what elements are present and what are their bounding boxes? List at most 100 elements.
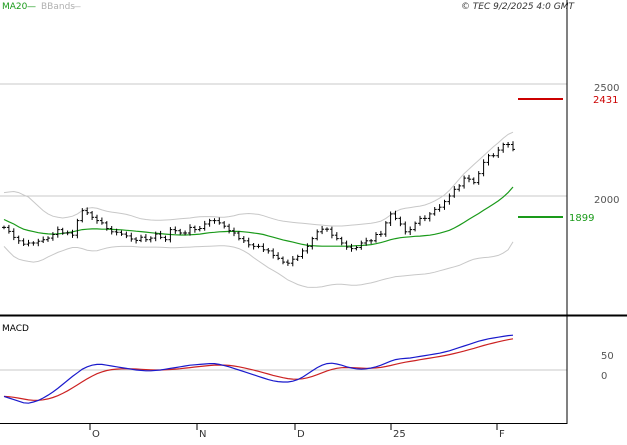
price-bar [418, 215, 422, 226]
ma-dash: — [27, 2, 36, 12]
price-bar [256, 243, 261, 249]
price-bar [378, 230, 383, 237]
price-bar [46, 236, 50, 242]
price-bar [70, 229, 75, 238]
price-bar [85, 207, 90, 215]
price-bar [427, 212, 432, 222]
price-bar [90, 211, 95, 220]
price-bar [236, 231, 241, 241]
price-bar [281, 256, 285, 265]
resistance-label: 2431 [593, 95, 618, 106]
price-bar [119, 230, 124, 236]
price-bar [476, 171, 481, 185]
price-bar [104, 221, 109, 231]
ma-label: MA20 [2, 2, 28, 12]
price-bar [486, 153, 491, 166]
price-bar [11, 228, 16, 241]
y-tick-2500: 2500 [594, 83, 619, 94]
price-bar [158, 230, 163, 240]
price-grid [0, 83, 567, 197]
price-bar [462, 175, 467, 189]
price-bar [457, 184, 462, 192]
price-bar [178, 228, 183, 235]
price-bar [251, 243, 256, 250]
price-bar [437, 204, 442, 212]
price-bar [511, 141, 515, 152]
bollinger-bands [3, 131, 514, 288]
price-bar [501, 142, 506, 153]
price-bar [207, 218, 212, 227]
price-bar [334, 232, 339, 241]
price-bar [227, 223, 232, 234]
bbands-lower-line [3, 241, 514, 288]
price-bar [481, 159, 486, 177]
price-bar [271, 248, 276, 259]
price-bar [21, 238, 26, 246]
price-bar [310, 236, 315, 250]
price-bar [50, 232, 55, 241]
price-bar [202, 220, 207, 231]
price-bar [496, 146, 501, 158]
macd-tick-50: 50 [601, 351, 614, 362]
price-bar [241, 236, 246, 243]
price-bar [163, 235, 168, 242]
price-bar [192, 225, 197, 233]
price-bar [369, 239, 374, 244]
ma20-layer [3, 186, 514, 247]
y-tick-2000: 2000 [594, 195, 619, 206]
price-bar [403, 221, 408, 235]
x-tick-o: O [92, 429, 100, 440]
price-bar [290, 256, 295, 267]
price-bar [36, 238, 41, 247]
macd-line [3, 334, 514, 404]
x-tick-d: D [297, 429, 305, 440]
time-axis: O N D 25 F [89, 424, 505, 440]
price-bar [374, 232, 378, 243]
price-bar [2, 225, 6, 230]
price-bar [261, 243, 266, 252]
price-bar [447, 193, 452, 205]
price-bar [60, 227, 65, 235]
price-bar [432, 207, 437, 216]
price-bar [109, 226, 114, 235]
price-bar [153, 231, 158, 242]
price-bar [139, 234, 143, 243]
macd-layer [3, 334, 514, 404]
price-bar [16, 235, 21, 244]
price-bar [398, 216, 403, 227]
price-bar [266, 248, 271, 254]
price-bar [471, 177, 476, 185]
price-bar [212, 218, 217, 224]
header-legend: MA20 — BBands — [2, 2, 81, 12]
price-bar [354, 245, 359, 251]
price-bar [383, 221, 388, 237]
price-bar [413, 221, 418, 232]
macd-title: MACD [2, 324, 29, 334]
price-bar [197, 226, 202, 232]
candlesticks [2, 141, 515, 267]
price-bar [491, 153, 496, 158]
price-bar [143, 234, 148, 242]
price-bar [99, 217, 104, 225]
price-bar [506, 142, 511, 148]
price-bar [222, 221, 227, 229]
price-bar [452, 186, 457, 198]
price-bar [95, 214, 99, 224]
price-bar [6, 224, 11, 234]
support-label: 1899 [569, 213, 594, 224]
bbands-label: BBands [41, 2, 75, 12]
price-bar [26, 239, 31, 247]
price-bar [408, 226, 413, 235]
price-bar [295, 254, 300, 261]
price-bar [55, 226, 60, 238]
price-bar [129, 232, 134, 242]
price-bar [320, 226, 325, 235]
copyright-text: © TEC 9/2/2025 4:0 GMT [461, 2, 576, 12]
price-bar [217, 217, 222, 225]
price-bar [442, 199, 447, 210]
price-bar [388, 211, 393, 226]
x-tick-n: N [199, 429, 206, 440]
price-bar [114, 228, 119, 236]
price-bar [124, 231, 129, 239]
